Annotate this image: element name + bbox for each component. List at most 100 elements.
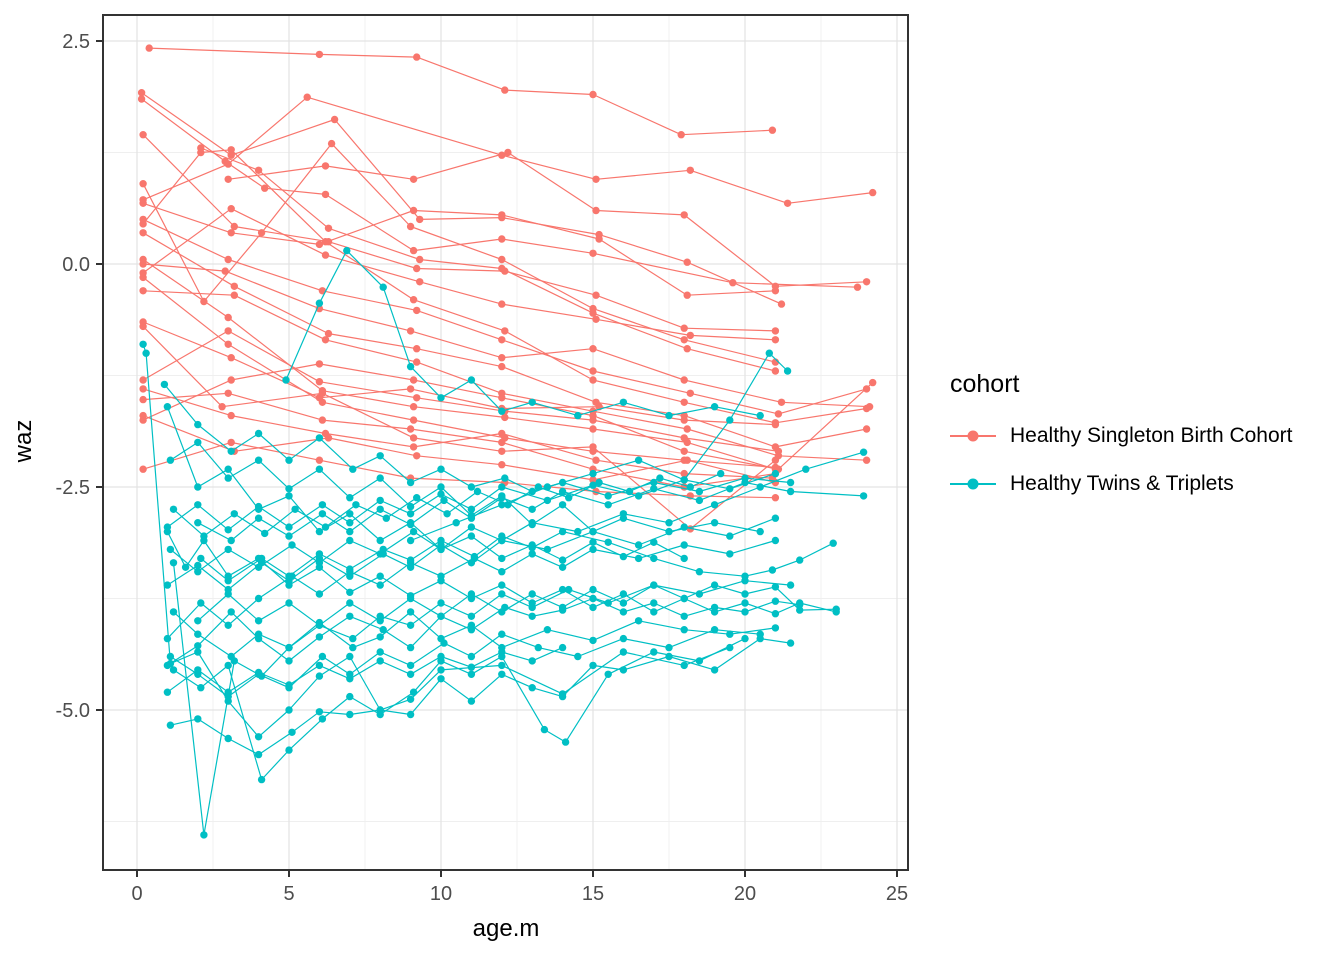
data-point-twins [282,376,290,384]
data-point-twins [786,487,795,496]
data-point-twins [194,501,202,509]
data-point-twins [467,594,476,603]
data-point-twins [224,465,232,473]
legend-label-twins: Healthy Twins & Triplets [1010,472,1234,495]
data-point-twins [467,376,476,384]
data-point-singleton [862,425,871,433]
legend-key-twins-icon [950,473,996,495]
data-point-singleton [257,229,266,237]
data-point-twins [796,599,804,607]
data-point-singleton [498,300,506,308]
data-point-twins [534,483,542,491]
data-point-twins [406,536,415,545]
data-point-twins [786,581,795,589]
trajectory-line-singleton [200,147,776,372]
trajectory-line-twins [167,647,563,693]
data-point-twins [528,541,536,549]
data-point-twins [224,621,232,629]
data-point-singleton [498,429,506,438]
data-point-singleton [224,389,232,397]
data-point-twins [467,511,476,520]
data-point-twins [741,599,749,607]
data-point-twins [406,643,415,652]
data-point-singleton [498,438,506,447]
data-point-singleton [139,131,147,139]
data-point-twins [257,775,266,784]
data-point-twins [859,448,868,456]
data-point-twins [227,536,235,545]
data-point-singleton [729,279,737,287]
data-point-twins [200,532,208,540]
data-point-singleton [501,327,509,335]
data-point-twins [589,469,597,478]
trajectory-line-twins [166,406,685,561]
data-point-singleton [139,220,147,228]
data-point-twins [467,559,476,567]
data-point-twins [710,581,719,589]
data-point-twins [589,636,597,645]
data-point-singleton [227,376,235,384]
trajectory-line-singleton [142,441,776,499]
data-point-twins [741,634,749,643]
data-point-twins [771,536,780,545]
data-point-twins [406,695,415,703]
data-point-twins [376,536,384,545]
data-point-twins [200,831,208,839]
trajectory-line-twins [167,473,776,531]
data-point-twins [343,246,351,255]
data-point-singleton [227,438,235,447]
data-point-singleton [592,315,600,323]
legend-key-dot-icon [967,478,979,490]
data-point-singleton [413,452,421,460]
data-point-twins [261,529,269,538]
data-point-twins [756,527,764,536]
data-point-twins [285,572,293,580]
data-point-singleton [139,376,147,384]
data-point-twins [680,554,688,563]
data-point-singleton [683,258,691,266]
data-point-twins [528,487,536,496]
data-point-singleton [677,131,685,139]
data-point-twins [473,487,482,496]
legend-title: cohort [950,370,1020,398]
data-point-twins [680,612,688,620]
data-point-twins [285,706,293,714]
data-point-twins [680,661,688,670]
data-point-twins [346,675,354,683]
data-point-twins [650,478,658,487]
data-point-singleton [683,345,691,353]
data-point-singleton [139,416,147,424]
data-point-twins [726,630,734,638]
data-point-twins [604,670,612,678]
data-point-twins [650,554,658,563]
data-point-twins [558,527,567,536]
data-point-singleton [221,157,229,166]
data-point-singleton [139,465,147,473]
data-point-singleton [413,306,421,315]
data-point-singleton [139,273,147,282]
data-point-twins [346,588,354,596]
data-point-twins [467,523,476,531]
data-point-twins [409,688,418,696]
data-point-singleton [592,206,600,215]
data-point-twins [194,617,202,625]
data-point-twins [315,550,324,558]
legend-item-twins: Healthy Twins & Triplets [950,472,1293,495]
data-point-twins [695,657,704,665]
data-point-twins [169,559,178,567]
data-point-singleton [680,211,688,219]
data-point-twins [528,520,536,529]
data-point-singleton [139,199,147,207]
data-point-twins [680,594,688,603]
data-point-twins [634,554,643,563]
data-point-singleton [406,385,415,393]
data-point-twins [437,545,445,554]
data-point-singleton [409,246,418,255]
data-point-twins [619,590,628,598]
data-point-twins [285,523,293,531]
data-point-singleton [145,44,153,52]
data-point-twins [558,478,567,487]
data-point-twins [376,572,384,580]
data-point-singleton [498,211,506,219]
